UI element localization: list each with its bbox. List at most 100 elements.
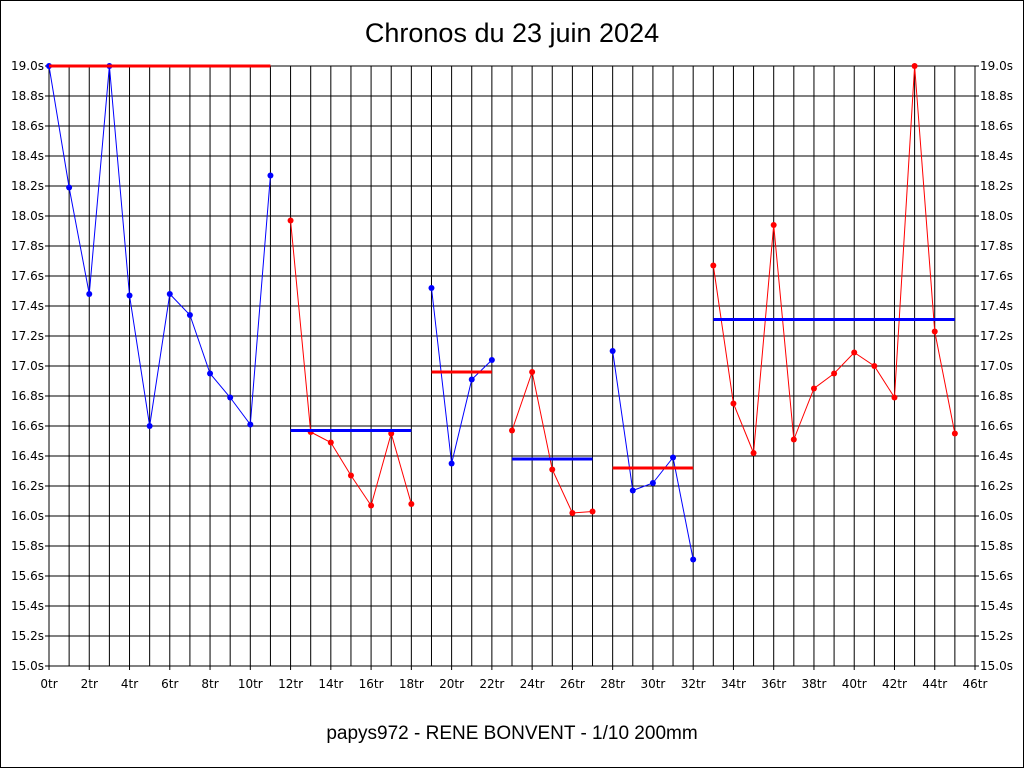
y-tick-label: 16.2s xyxy=(11,479,44,493)
x-tick-label: 42tr xyxy=(882,677,907,691)
x-tick-label: 46tr xyxy=(963,677,988,691)
x-tick-label: 36tr xyxy=(761,677,786,691)
x-tick-label: 44tr xyxy=(922,677,947,691)
data-point xyxy=(267,172,274,179)
x-tick-label: 24tr xyxy=(520,677,545,691)
x-tick-label: 0tr xyxy=(40,677,57,691)
grid xyxy=(45,65,979,667)
data-point xyxy=(730,400,737,407)
data-point xyxy=(126,292,133,299)
y-tick-label: 15.2s xyxy=(11,629,44,643)
x-tick-label: 2tr xyxy=(81,677,98,691)
x-tick-label: 38tr xyxy=(801,677,826,691)
y-tick-label-right: 18.8s xyxy=(980,89,1013,103)
series-line-0 xyxy=(48,65,271,427)
y-tick-label-right: 18.0s xyxy=(980,209,1013,223)
data-point xyxy=(770,222,777,228)
data-point xyxy=(408,501,415,507)
y-tick-label: 17.2s xyxy=(11,329,44,343)
data-point xyxy=(247,421,254,428)
data-point xyxy=(468,376,475,383)
y-tick-label: 16.0s xyxy=(11,509,44,523)
y-tick-label: 17.6s xyxy=(11,269,44,283)
data-point xyxy=(227,394,234,401)
data-point xyxy=(911,63,918,69)
y-tick-label: 17.4s xyxy=(11,299,44,313)
y-tick-label-right: 16.2s xyxy=(980,479,1013,493)
data-point xyxy=(609,348,616,354)
data-point xyxy=(710,262,717,269)
y-axis-right: 19.0s 18.8s 18.6s 18.4s 18.2s 18.0s 17.8s 17.6s… xyxy=(980,59,1013,673)
data-point xyxy=(649,480,656,486)
data-point xyxy=(750,450,757,456)
data-point xyxy=(891,394,898,401)
y-tick-label: 16.8s xyxy=(11,389,44,403)
y-tick-label: 18.2s xyxy=(11,179,44,193)
y-tick-label-right: 17.8s xyxy=(980,239,1013,253)
data-point xyxy=(831,370,838,377)
y-tick-label-right: 17.2s xyxy=(980,329,1013,343)
data-point xyxy=(549,466,556,473)
x-tick-label: 28tr xyxy=(600,677,625,691)
y-tick-label: 15.0s xyxy=(11,659,44,673)
data-point xyxy=(810,385,817,392)
x-tick-label: 6tr xyxy=(161,677,178,691)
x-tick-label: 8tr xyxy=(201,677,218,691)
data-point xyxy=(207,370,214,377)
data-point xyxy=(66,184,73,191)
series-line-2 xyxy=(430,287,493,464)
y-tick-label-right: 15.8s xyxy=(980,539,1013,553)
x-tick-label: 22tr xyxy=(479,677,504,691)
data-point xyxy=(368,502,375,509)
data-point xyxy=(951,430,958,437)
y-tick-label-right: 16.8s xyxy=(980,389,1013,403)
y-tick-label: 15.6s xyxy=(11,569,44,583)
y-tick-label-right: 16.6s xyxy=(980,419,1013,433)
data-point xyxy=(589,508,596,515)
y-tick-label-right: 18.6s xyxy=(980,119,1013,133)
y-tick-label-right: 15.2s xyxy=(980,629,1013,643)
y-tick-label: 18.6s xyxy=(11,119,44,133)
data-point xyxy=(529,369,536,375)
data-point xyxy=(347,472,354,479)
y-tick-label-right: 16.4s xyxy=(980,449,1013,463)
data-point xyxy=(448,460,455,467)
y-tick-label: 18.0s xyxy=(11,209,44,223)
y-tick-label-right: 15.0s xyxy=(980,659,1013,673)
y-tick-label: 17.0s xyxy=(11,359,44,373)
x-tick-label: 10tr xyxy=(238,677,263,691)
average-lines xyxy=(49,64,955,470)
data-point xyxy=(629,487,636,494)
chart-subtitle: papys972 - RENE BONVENT - 1/10 200mm xyxy=(326,723,698,744)
y-tick-label: 15.8s xyxy=(11,539,44,553)
y-tick-label-right: 18.4s xyxy=(980,149,1013,163)
data-point xyxy=(851,349,858,356)
data-point xyxy=(166,291,173,297)
data-point xyxy=(509,427,515,434)
y-tick-label: 17.8s xyxy=(11,239,44,253)
chart-title: Chronos du 23 juin 2024 xyxy=(364,18,660,48)
x-tick-label: 26tr xyxy=(560,677,585,691)
data-point xyxy=(871,363,878,369)
y-tick-label: 16.6s xyxy=(11,419,44,433)
data-point xyxy=(931,328,938,335)
data-point xyxy=(287,217,294,224)
x-axis: 0tr 2tr 4tr 6tr 8tr 10tr 12tr 14tr 16tr 18tr 20tr 2… xyxy=(40,666,988,691)
y-tick-label-right: 18.2s xyxy=(980,179,1013,193)
y-tick-label-right: 17.4s xyxy=(980,299,1013,313)
data-point xyxy=(327,439,334,446)
x-tick-label: 14tr xyxy=(318,677,343,691)
series-layer xyxy=(46,63,958,563)
y-tick-label-right: 19.0s xyxy=(980,59,1013,73)
data-point xyxy=(670,454,677,461)
x-tick-label: 18tr xyxy=(399,677,424,691)
y-tick-label-right: 17.6s xyxy=(980,269,1013,283)
y-tick-label-right: 15.4s xyxy=(980,599,1013,613)
data-point xyxy=(186,312,193,318)
x-tick-label: 20tr xyxy=(439,677,464,691)
y-tick-label-right: 16.0s xyxy=(980,509,1013,523)
data-point xyxy=(690,556,697,563)
data-point xyxy=(428,285,435,291)
data-point xyxy=(86,291,93,297)
